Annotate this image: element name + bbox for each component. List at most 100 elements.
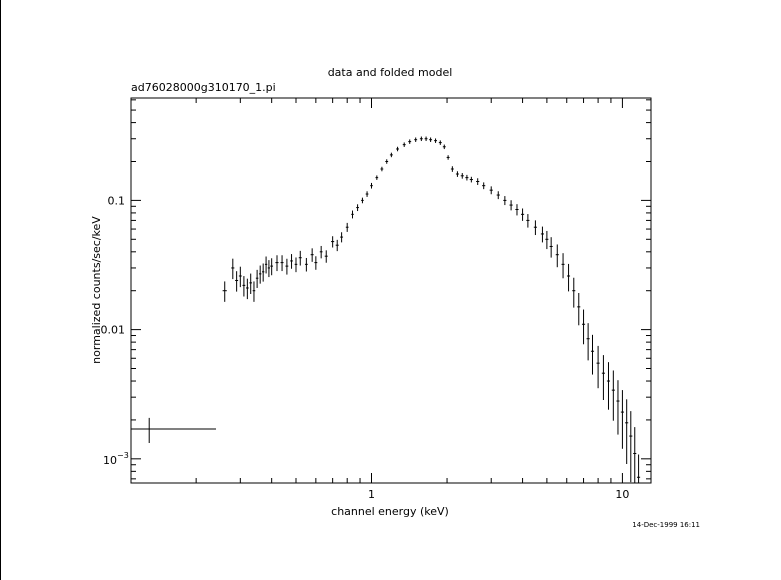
data-point (324, 250, 328, 263)
data-point (270, 258, 274, 276)
data-point (314, 256, 318, 270)
data-point (606, 362, 611, 410)
data-point (455, 171, 459, 177)
data-point (424, 136, 428, 142)
data-point (267, 260, 271, 278)
data-point (596, 345, 600, 389)
data-point (601, 355, 605, 401)
data-point (365, 191, 369, 197)
data-point (242, 276, 246, 297)
data-point (414, 137, 418, 142)
data-point (545, 230, 549, 250)
data-point (245, 278, 249, 300)
data-point (258, 265, 262, 284)
data-point (611, 370, 615, 421)
data-point (345, 222, 349, 232)
data-point (361, 197, 364, 204)
data-point (356, 204, 359, 212)
data-point (509, 200, 513, 211)
data-point (319, 245, 323, 259)
data-point (231, 258, 235, 280)
y-tick-label: 0.01 (101, 324, 126, 337)
y-axis-ticks: 0.1 0.01 10 −3 (101, 99, 651, 480)
data-point (629, 411, 633, 483)
data-point (389, 152, 393, 158)
data-point (375, 175, 379, 180)
data-point (442, 144, 446, 150)
data-point (549, 237, 553, 258)
data-point (620, 390, 624, 449)
data-point (581, 309, 586, 345)
data-point (489, 186, 493, 195)
data-point (275, 255, 279, 272)
data-point (335, 239, 339, 252)
data-point (577, 293, 581, 326)
data-point (131, 417, 217, 443)
data-point (590, 334, 595, 375)
x-tick-label: 1 (368, 488, 375, 501)
x-axis-ticks: 1 10 (195, 98, 629, 501)
data-point (567, 263, 571, 292)
data-point (396, 146, 400, 152)
data-point (450, 166, 454, 172)
data-point (290, 254, 293, 269)
data-point (561, 253, 565, 279)
y-tick-label-exponent: −3 (117, 451, 129, 460)
data-point (408, 139, 412, 144)
data-point (460, 173, 464, 179)
data-point (476, 178, 480, 185)
chart-subtitle: ad76028000g310170_1.pi (131, 81, 276, 94)
data-point (503, 196, 507, 206)
data-point (340, 232, 344, 243)
data-point (385, 159, 389, 164)
x-axis-label: channel energy (keV) (331, 505, 449, 518)
data-point (285, 258, 289, 275)
data-point (434, 138, 438, 143)
data-point (496, 191, 500, 200)
chart-title: data and folded model (328, 66, 453, 79)
data-point (222, 281, 227, 302)
data-point (586, 323, 590, 361)
data-point (633, 427, 637, 483)
data-point (520, 208, 525, 221)
data-point (255, 269, 259, 288)
data-point (402, 142, 406, 147)
data-point (304, 257, 308, 272)
data-point (264, 256, 268, 274)
data-point (351, 210, 354, 219)
y-axis-label: normalized counts/sec/keV (90, 216, 103, 364)
data-point (331, 236, 335, 248)
data-point (625, 399, 629, 464)
data-point (419, 136, 423, 142)
data-point (235, 271, 239, 292)
data-point (515, 204, 519, 216)
data-point (310, 248, 314, 262)
data-point (446, 155, 450, 160)
data-point (465, 174, 469, 181)
data-point (533, 220, 537, 236)
data-point (370, 182, 373, 189)
data-point (540, 226, 544, 243)
data-series (131, 136, 641, 483)
data-point (261, 263, 265, 282)
data-point (294, 257, 298, 273)
data-point (526, 214, 530, 228)
data-point (238, 266, 242, 288)
data-point (249, 273, 253, 295)
data-point (252, 281, 256, 302)
y-tick-label: 10 (103, 454, 117, 467)
data-point (482, 182, 486, 190)
data-point (616, 380, 620, 435)
x-tick-label: 10 (615, 488, 629, 501)
data-point (380, 166, 384, 172)
y-tick-label: 0.1 (108, 194, 126, 207)
data-point (555, 244, 559, 268)
data-point (429, 137, 433, 142)
data-point (438, 140, 442, 145)
data-point (572, 277, 576, 308)
data-point (637, 454, 641, 483)
timestamp: 14-Dec-1999 16:11 (632, 521, 700, 529)
data-point (298, 250, 302, 266)
data-point (469, 176, 473, 183)
